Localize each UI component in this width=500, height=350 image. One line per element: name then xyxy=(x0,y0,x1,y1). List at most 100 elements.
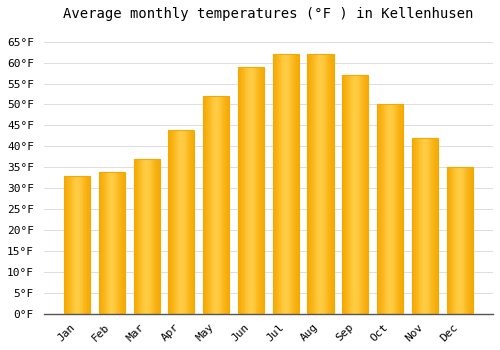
Bar xyxy=(424,138,425,314)
Bar xyxy=(346,75,347,314)
Bar xyxy=(103,172,104,314)
Bar xyxy=(172,130,173,314)
Bar xyxy=(386,105,387,314)
Bar xyxy=(224,96,226,314)
Bar xyxy=(458,167,459,314)
Bar xyxy=(104,172,106,314)
Bar xyxy=(119,172,120,314)
Bar xyxy=(278,54,279,314)
Bar xyxy=(460,167,461,314)
Bar xyxy=(259,67,260,314)
Bar xyxy=(402,105,403,314)
Bar xyxy=(318,54,319,314)
Bar xyxy=(384,105,385,314)
Bar xyxy=(251,67,252,314)
Bar xyxy=(192,130,193,314)
Bar xyxy=(176,130,177,314)
Bar xyxy=(174,130,175,314)
Bar xyxy=(173,130,174,314)
Bar xyxy=(226,96,228,314)
Bar xyxy=(222,96,224,314)
Bar xyxy=(216,96,217,314)
Bar xyxy=(467,167,468,314)
Bar xyxy=(323,54,324,314)
Bar xyxy=(70,176,72,314)
Bar xyxy=(451,167,452,314)
Bar xyxy=(75,176,76,314)
Bar xyxy=(342,75,368,314)
Bar xyxy=(86,176,87,314)
Bar xyxy=(416,138,417,314)
Bar xyxy=(446,167,447,314)
Bar xyxy=(295,54,296,314)
Bar xyxy=(254,67,255,314)
Bar xyxy=(319,54,320,314)
Bar xyxy=(136,159,137,314)
Bar xyxy=(413,138,414,314)
Bar xyxy=(211,96,212,314)
Bar xyxy=(64,176,90,314)
Bar xyxy=(343,75,344,314)
Bar xyxy=(108,172,110,314)
Bar xyxy=(421,138,422,314)
Bar xyxy=(325,54,326,314)
Bar xyxy=(179,130,180,314)
Bar xyxy=(241,67,242,314)
Bar xyxy=(427,138,428,314)
Bar xyxy=(158,159,159,314)
Bar xyxy=(329,54,330,314)
Bar xyxy=(316,54,318,314)
Bar xyxy=(286,54,287,314)
Bar xyxy=(362,75,363,314)
Bar xyxy=(350,75,352,314)
Bar xyxy=(257,67,258,314)
Bar xyxy=(186,130,188,314)
Bar xyxy=(330,54,331,314)
Bar xyxy=(285,54,286,314)
Bar xyxy=(284,54,285,314)
Bar xyxy=(121,172,122,314)
Bar xyxy=(114,172,115,314)
Bar xyxy=(382,105,383,314)
Bar xyxy=(208,96,209,314)
Bar xyxy=(420,138,421,314)
Bar xyxy=(177,130,178,314)
Bar xyxy=(360,75,361,314)
Bar xyxy=(400,105,401,314)
Bar xyxy=(72,176,73,314)
Bar xyxy=(146,159,148,314)
Bar xyxy=(347,75,348,314)
Bar xyxy=(112,172,113,314)
Bar xyxy=(432,138,434,314)
Bar xyxy=(401,105,402,314)
Bar xyxy=(468,167,469,314)
Bar xyxy=(228,96,229,314)
Bar xyxy=(76,176,77,314)
Bar xyxy=(394,105,396,314)
Bar xyxy=(181,130,182,314)
Bar xyxy=(310,54,312,314)
Bar xyxy=(154,159,155,314)
Bar xyxy=(120,172,121,314)
Bar xyxy=(423,138,424,314)
Bar xyxy=(99,172,100,314)
Bar xyxy=(68,176,70,314)
Bar xyxy=(256,67,257,314)
Bar xyxy=(412,138,413,314)
Bar xyxy=(418,138,419,314)
Bar xyxy=(312,54,314,314)
Bar xyxy=(298,54,299,314)
Bar xyxy=(213,96,214,314)
Bar xyxy=(388,105,390,314)
Bar xyxy=(363,75,364,314)
Bar xyxy=(422,138,423,314)
Bar xyxy=(134,159,135,314)
Bar xyxy=(249,67,250,314)
Bar xyxy=(140,159,141,314)
Bar xyxy=(246,67,247,314)
Bar xyxy=(175,130,176,314)
Bar xyxy=(281,54,282,314)
Bar xyxy=(152,159,153,314)
Bar xyxy=(450,167,451,314)
Bar xyxy=(151,159,152,314)
